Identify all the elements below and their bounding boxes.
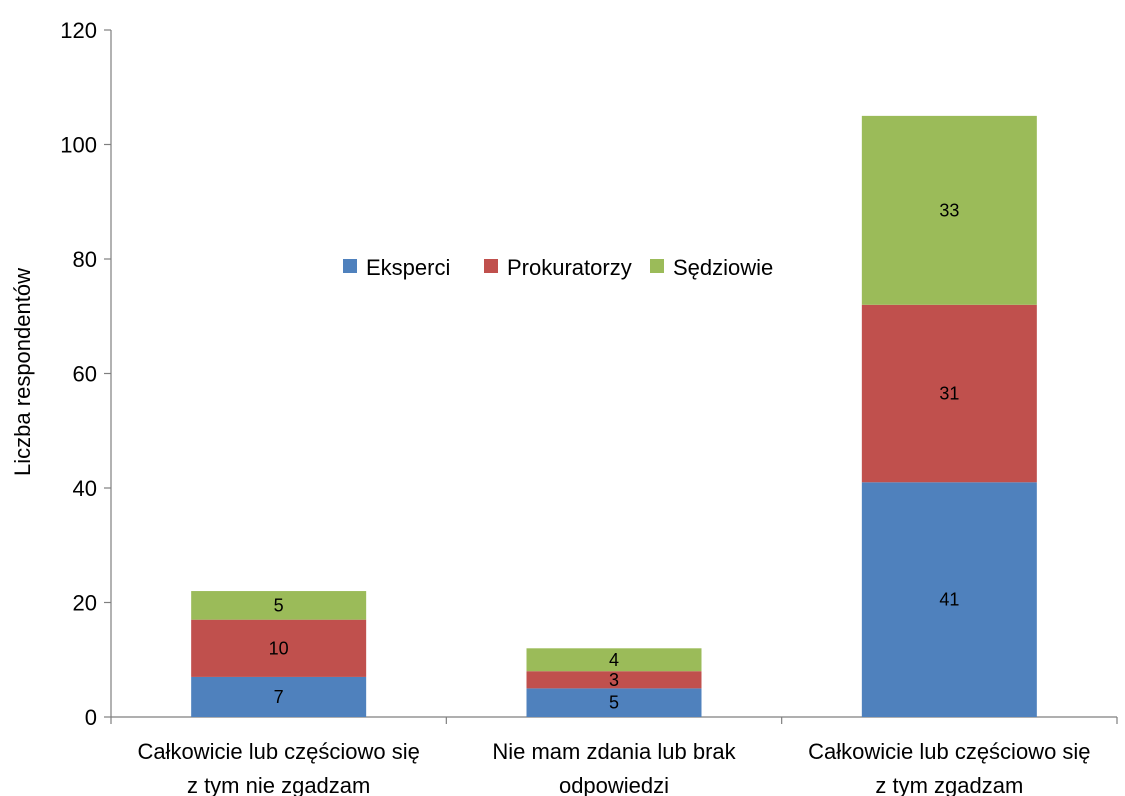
x-category-label-line: Całkowicie lub częściowo się <box>808 739 1090 764</box>
data-label: 41 <box>939 590 959 610</box>
legend-label: Sędziowie <box>673 255 773 280</box>
legend-label: Eksperci <box>366 255 450 280</box>
bar-segment-sędziowie <box>526 648 702 672</box>
y-axis: 0 20 40 60 80 100 120 <box>60 18 112 730</box>
y-axis-title: Liczba respondentów <box>10 268 35 476</box>
legend-swatch-sędziowie <box>650 259 664 273</box>
bar-segment-eksperci <box>526 688 702 717</box>
legend-swatch-prokuratorzy <box>484 259 498 273</box>
data-label: 7 <box>274 687 284 707</box>
x-category-label: Całkowicie lub częściowo się z tym nie zg… <box>137 739 419 796</box>
data-label: 3 <box>609 670 619 690</box>
legend-swatch-eksperci <box>343 259 357 273</box>
y-tick-label: 20 <box>73 591 97 616</box>
x-axis: Całkowicie lub częściowo się z tym nie zg… <box>110 716 1118 796</box>
x-category-label-line: z tym zgadzam <box>875 773 1023 796</box>
y-tick-label: 100 <box>60 133 97 158</box>
x-category-label-line: Całkowicie lub częściowo się <box>137 739 419 764</box>
bar-segment-prokuratorzy <box>191 619 367 677</box>
x-category-label: Nie mam zdania lub brak odpowiedzi <box>492 739 736 796</box>
y-tick-label: 40 <box>73 476 97 501</box>
bar-segment-prokuratorzy <box>861 304 1037 483</box>
data-label: 33 <box>939 200 959 220</box>
legend: Eksperci Prokuratorzy Sędziowie <box>343 255 773 280</box>
bar-segment-sędziowie <box>861 115 1037 305</box>
data-label: 4 <box>609 650 619 670</box>
bar-segment-prokuratorzy <box>526 671 702 689</box>
legend-label: Prokuratorzy <box>507 255 632 280</box>
y-tick-label: 80 <box>73 247 97 272</box>
bar-segment-eksperci <box>861 482 1037 717</box>
data-label: 5 <box>274 595 284 615</box>
bar-segment-eksperci <box>191 676 367 717</box>
data-label: 10 <box>269 638 289 658</box>
y-tick-label: 0 <box>85 705 97 730</box>
data-labels: 7 10 5 5 34 41 31 33 <box>269 200 960 712</box>
x-category-label: Całkowicie lub częściowo się z tym zgadza… <box>808 739 1090 796</box>
data-label: 5 <box>609 693 619 713</box>
bar-segment-sędziowie <box>191 591 367 620</box>
x-category-label-line: odpowiedzi <box>559 773 669 796</box>
y-tick-label: 60 <box>73 362 97 387</box>
y-tick-label: 120 <box>60 18 97 43</box>
x-category-label-line: z tym nie zgadzam <box>187 773 370 796</box>
data-label: 31 <box>939 384 959 404</box>
bars <box>191 115 1037 717</box>
x-category-label-line: Nie mam zdania lub brak <box>492 739 736 764</box>
